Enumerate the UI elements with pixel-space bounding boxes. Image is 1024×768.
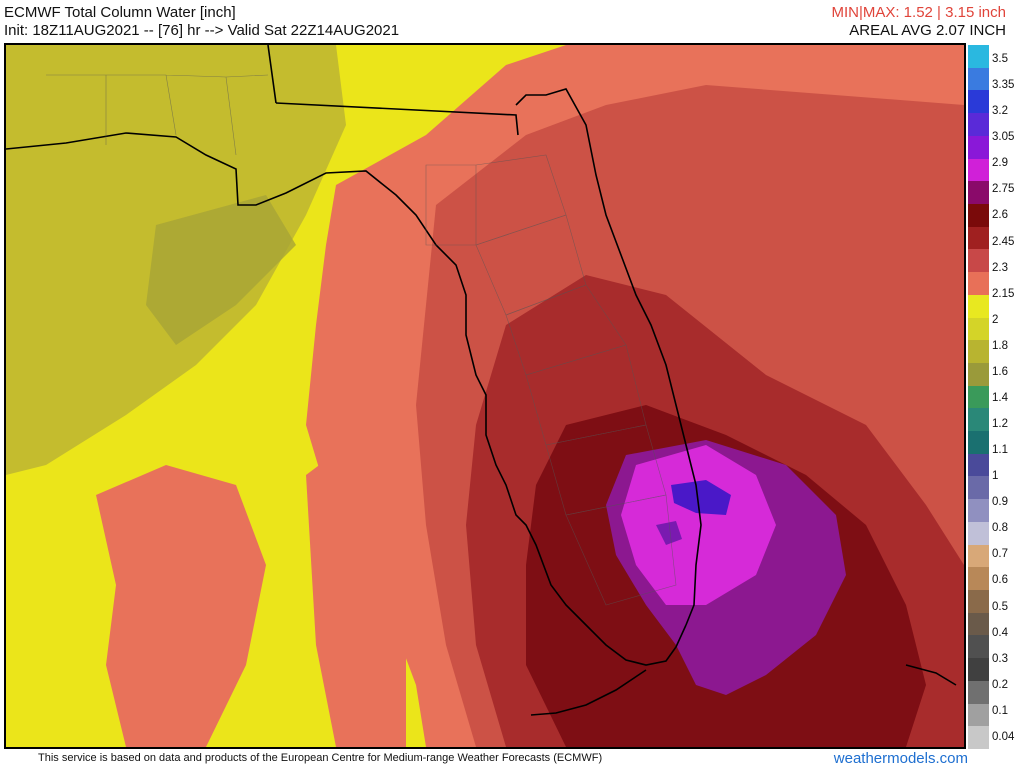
field-magenta: [621, 445, 776, 605]
color-scale-label: 3.2: [992, 105, 1008, 118]
color-scale-label: 1.8: [992, 339, 1008, 352]
color-swatch: [968, 499, 989, 523]
color-swatch: [968, 431, 989, 455]
weather-map: [4, 43, 966, 749]
color-swatch: [968, 453, 989, 477]
color-swatch: [968, 635, 989, 659]
county-lines: [46, 74, 677, 606]
color-scale-label: 2: [992, 313, 999, 326]
color-scale-label: 1.6: [992, 365, 1008, 378]
color-swatch: [968, 703, 989, 727]
color-scale-label: 2.45: [992, 235, 1015, 248]
color-scale-label: 0.7: [992, 548, 1008, 561]
color-swatch: [968, 226, 989, 250]
color-swatch: [968, 294, 989, 318]
color-swatch: [968, 249, 989, 273]
color-scale-label: 3.05: [992, 131, 1015, 144]
map-title: ECMWF Total Column Water [inch]: [4, 4, 236, 21]
field-salmon-gulf1: [96, 465, 266, 747]
color-swatch: [968, 203, 989, 228]
color-swatch: [968, 135, 989, 160]
color-scale-label: 2.9: [992, 157, 1008, 170]
brand-link[interactable]: weathermodels.com: [833, 750, 968, 767]
color-swatch: [968, 590, 989, 614]
color-scale-label: 1.2: [992, 418, 1008, 431]
field-dark-olive: [146, 195, 296, 345]
color-scale-label: 2.6: [992, 209, 1008, 222]
color-scale-label: 1: [992, 470, 999, 483]
color-swatch: [968, 476, 989, 500]
color-swatch: [968, 544, 989, 568]
color-swatch: [968, 45, 989, 69]
color-scale-label: 2.75: [992, 183, 1015, 196]
color-swatch: [968, 90, 989, 114]
color-scale-label: 2.15: [992, 287, 1015, 300]
color-swatch: [968, 408, 989, 432]
color-swatch: [968, 340, 989, 364]
color-swatch: [968, 567, 989, 591]
field-salmon-gulf2: [306, 445, 406, 747]
color-scale-label: 0.3: [992, 652, 1008, 665]
color-scale-label: 2.3: [992, 261, 1008, 274]
color-scale-label: 0.5: [992, 600, 1008, 613]
color-scale-label: 1.4: [992, 391, 1008, 404]
color-swatch: [968, 612, 989, 636]
color-swatch: [968, 658, 989, 682]
ecmwf-credit: This service is based on data and produc…: [38, 752, 603, 764]
color-swatch: [968, 521, 989, 546]
color-swatch: [968, 272, 989, 296]
color-scale-label: 0.1: [992, 704, 1008, 717]
color-swatch: [968, 680, 989, 705]
color-scale-label: 0.04: [992, 730, 1015, 743]
field-violet-south: [656, 521, 682, 545]
color-scale-label: 0.4: [992, 626, 1008, 639]
coastlines: [6, 45, 957, 716]
color-scale-label: 0.9: [992, 496, 1008, 509]
color-swatch: [968, 726, 989, 750]
color-scale: [968, 45, 989, 750]
color-swatch: [968, 113, 989, 137]
color-scale-label: 0.2: [992, 678, 1008, 691]
init-valid-line: Init: 18Z11AUG2021 -- [76] hr --> Valid …: [4, 22, 400, 39]
color-scale-label: 3.5: [992, 53, 1008, 65]
color-swatch: [968, 362, 989, 387]
color-swatch: [968, 181, 989, 205]
areal-average-readout: AREAL AVG 2.07 INCH: [849, 22, 1006, 39]
color-swatch: [968, 317, 989, 341]
color-scale-label: 0.8: [992, 522, 1008, 535]
min-max-readout: MIN|MAX: 1.52 | 3.15 inch: [831, 4, 1006, 21]
color-scale-label: 1.1: [992, 444, 1008, 457]
color-scale-label: 0.6: [992, 574, 1008, 587]
color-swatch: [968, 385, 989, 409]
color-scale-label: 3.35: [992, 79, 1015, 92]
color-swatch: [968, 67, 989, 91]
color-swatch: [968, 158, 989, 182]
field-violet: [671, 480, 731, 515]
